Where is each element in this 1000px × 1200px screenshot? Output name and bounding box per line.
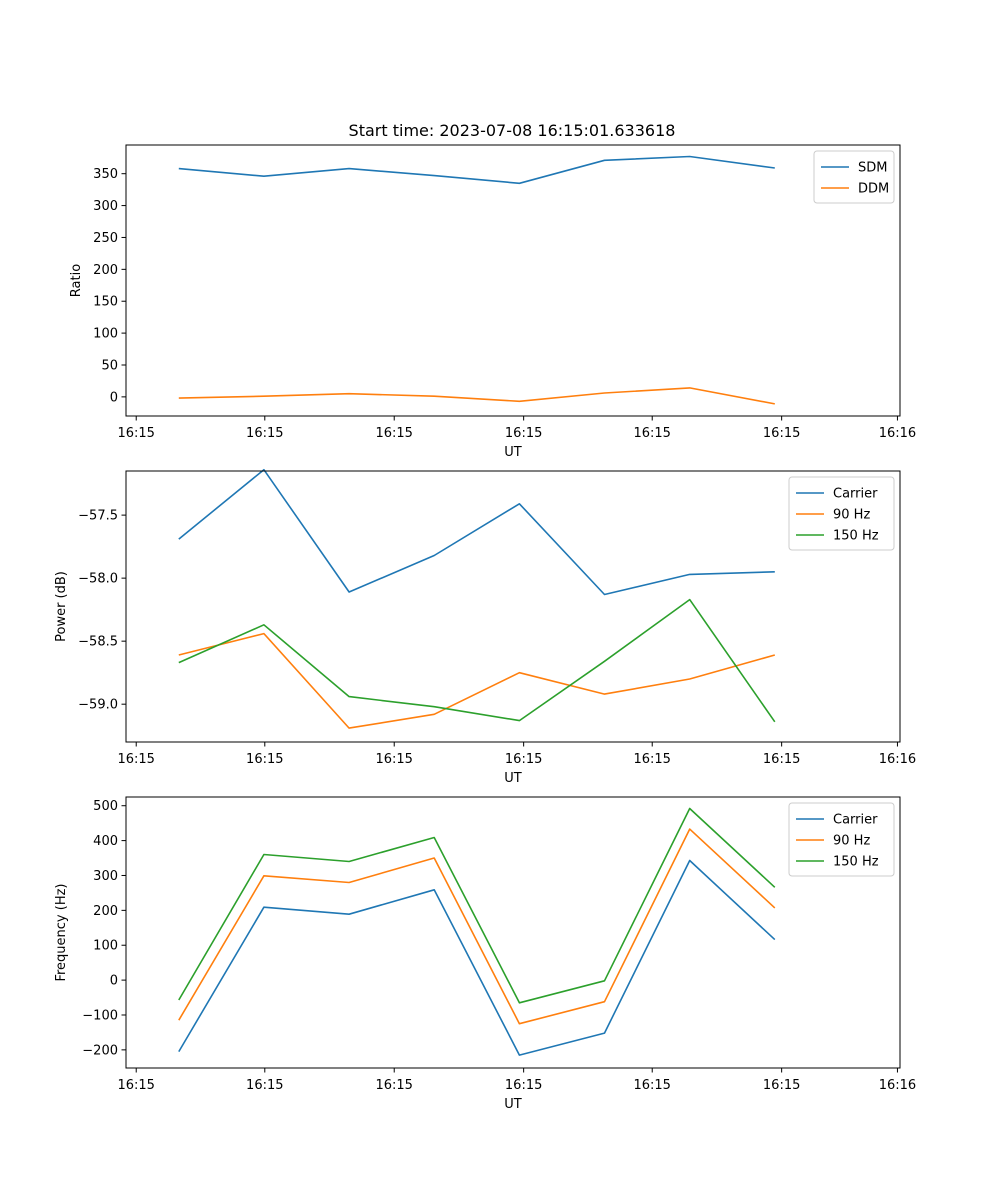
power-y-axis-label: Power (dB) (54, 571, 69, 642)
frequency-y-tick-label: 500 (93, 799, 118, 814)
ratio-series-line-sdm (178, 155, 775, 185)
ratio-y-tick-label: 200 (93, 263, 118, 278)
ratio-y-tick-label: 250 (93, 231, 118, 246)
ratio-x-tick-label: 16:16 (879, 426, 916, 441)
frequency-legend-box (788, 802, 895, 877)
frequency-series-line-carrier (178, 859, 776, 1056)
frequency-y-tick-label: −100 (82, 1008, 118, 1023)
frequency-y-tick-label: 300 (93, 869, 118, 884)
power-x-tick-label: 16:15 (763, 752, 800, 767)
frequency-y-tick-label: 0 (110, 974, 118, 989)
ratio-x-tick-label: 16:15 (505, 426, 542, 441)
power-x-axis-label: UT (504, 771, 522, 786)
frequency-x-tick-label: 16:16 (879, 1078, 916, 1093)
power-x-tick-label: 16:15 (505, 752, 542, 767)
ratio-y-tick-label: 100 (93, 327, 118, 342)
frequency-x-tick-label: 16:15 (763, 1078, 800, 1093)
ratio-legend-label: SDM (858, 161, 887, 176)
ratio-y-tick-label: 150 (93, 295, 118, 310)
frequency-legend: Carrier 90 Hz 150 Hz (788, 802, 895, 877)
ratio-legend-label: DDM (858, 182, 889, 197)
frequency-legend-label: 150 Hz (833, 855, 879, 870)
ratio-y-tick-label: 300 (93, 199, 118, 214)
ratio-y-tick-label: 50 (101, 358, 118, 373)
power-y-tick-label: −57.5 (78, 509, 118, 524)
power-series-line-carrier (178, 468, 775, 596)
ratio-y-axis-label: Ratio (69, 264, 84, 297)
frequency-x-tick-label: 16:15 (633, 1078, 670, 1093)
frequency-x-tick-label: 16:15 (375, 1078, 412, 1093)
power-legend-label: 90 Hz (833, 508, 870, 523)
chart-panels: 16:15 16:15 16:15 16:15 16:15 16:15 16:16 0 50 10… (54, 144, 916, 1112)
power-series-line-90-hz (178, 632, 776, 729)
frequency-y-tick-label: 400 (93, 834, 118, 849)
power-legend: Carrier 90 Hz 150 Hz (788, 476, 895, 551)
ratio-axes-frame (125, 144, 901, 417)
frequency-legend-label: Carrier (833, 813, 878, 828)
frequency-y-axis-label: Frequency (Hz) (54, 883, 69, 981)
power-x-tick-label: 16:15 (633, 752, 670, 767)
frequency-y-tick-label: 200 (93, 904, 118, 919)
frequency-x-tick-label: 16:15 (246, 1078, 283, 1093)
ratio-x-tick-label: 16:15 (246, 426, 283, 441)
ratio-x-axis-label: UT (504, 445, 522, 460)
frequency-y-tick-label: 100 (93, 939, 118, 954)
ratio-legend: SDM DDM (813, 150, 895, 204)
power-legend-label: 150 Hz (833, 529, 879, 544)
ratio-legend-box (813, 150, 895, 204)
power-y-tick-label: −58.5 (78, 635, 118, 650)
ratio-x-tick-label: 16:15 (763, 426, 800, 441)
power-series-line-150-hz (178, 598, 776, 723)
frequency-x-axis-label: UT (504, 1097, 522, 1112)
power-x-tick-label: 16:15 (246, 752, 283, 767)
ratio-y-tick-label: 0 (110, 390, 118, 405)
power-x-tick-label: 16:15 (375, 752, 412, 767)
frequency-x-tick-label: 16:15 (505, 1078, 542, 1093)
ratio-x-tick-label: 16:15 (117, 426, 154, 441)
ratio-x-tick-label: 16:15 (375, 426, 412, 441)
power-legend-label: Carrier (833, 487, 878, 502)
power-y-tick-label: −59.0 (78, 698, 118, 713)
power-y-tick-label: −58.0 (78, 572, 118, 587)
figure-title: Start time: 2023-07-08 16:15:01.633618 (349, 121, 676, 140)
power-legend-box (788, 476, 895, 551)
frequency-panel: 16:15 16:15 16:15 16:15 16:15 16:15 16:16 −200 −… (54, 796, 916, 1112)
frequency-x-tick-label: 16:15 (117, 1078, 154, 1093)
power-axes-frame (125, 470, 901, 743)
frequency-series-line-150-hz (178, 807, 776, 1004)
ratio-y-tick-label: 350 (93, 167, 118, 182)
ratio-series-line-ddm (178, 387, 775, 405)
ratio-x-tick-label: 16:15 (633, 426, 670, 441)
ratio-panel: 16:15 16:15 16:15 16:15 16:15 16:15 16:16 0 50 10… (69, 144, 916, 460)
frequency-axes-frame (125, 796, 901, 1069)
frequency-legend-label: 90 Hz (833, 834, 870, 849)
frequency-series-line-90-hz (178, 828, 776, 1025)
power-panel: 16:15 16:15 16:15 16:15 16:15 16:15 16:16 −59.0… (54, 468, 916, 786)
power-x-tick-label: 16:16 (879, 752, 916, 767)
power-x-tick-label: 16:15 (117, 752, 154, 767)
frequency-y-tick-label: −200 (82, 1043, 118, 1058)
